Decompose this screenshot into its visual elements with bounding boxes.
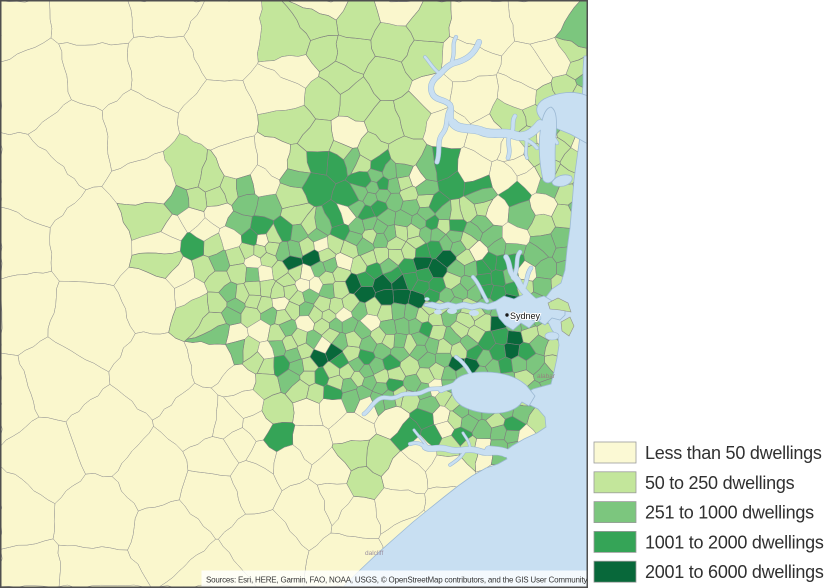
svg-text:Sources: Esri, HERE, Garmin, F: Sources: Esri, HERE, Garmin, FAO, NOAA, …	[206, 576, 587, 585]
svg-text:50 to 250 dwellings: 50 to 250 dwellings	[645, 473, 795, 493]
svg-text:1001 to 2000 dwellings: 1001 to 2000 dwellings	[645, 532, 824, 552]
svg-text:2001 to 6000 dwellings: 2001 to 6000 dwellings	[645, 562, 824, 582]
svg-text:Sydney: Sydney	[510, 311, 541, 321]
svg-text:251 to 1000 dwellings: 251 to 1000 dwellings	[645, 503, 814, 523]
svg-text:Less than 50 dwellings: Less than 50 dwellings	[645, 443, 822, 463]
svg-text:dalcliff: dalcliff	[365, 550, 384, 557]
svg-text:alabar: alabar	[537, 373, 556, 380]
